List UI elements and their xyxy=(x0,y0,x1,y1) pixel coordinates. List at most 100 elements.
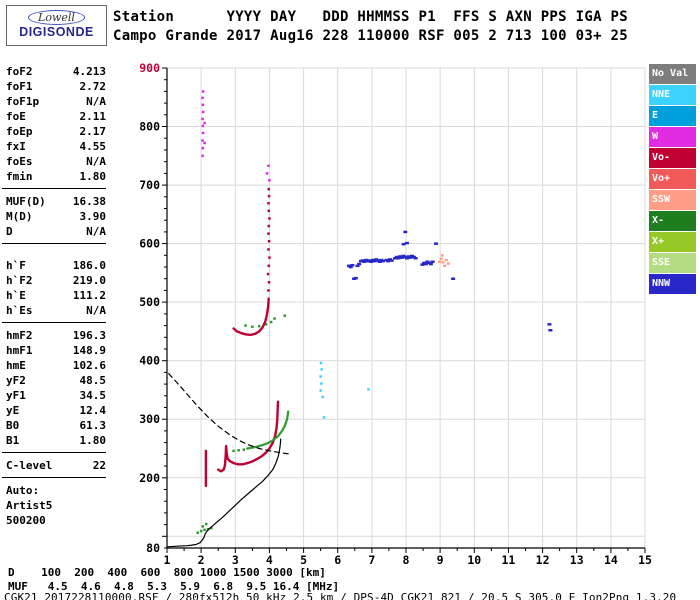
x-tick-labels: 1 2 3 4 5 6 7 8 9 10 11 12 13 14 15 xyxy=(164,553,652,567)
parameter-value: 1.80 xyxy=(79,434,107,447)
svg-text:7: 7 xyxy=(368,553,375,567)
direction-color-legend: No Val NNE E W Vo- Vo+ SSW X- X+ SSE NNW xyxy=(649,64,696,295)
legend-item-vo-: Vo- xyxy=(649,148,696,168)
svg-text:10: 10 xyxy=(467,553,481,567)
parameter-name: foF1 xyxy=(6,80,33,93)
parameter-value: 196.3 xyxy=(72,329,106,342)
parameter-row-foe: foE 2.11 xyxy=(6,109,106,124)
parameter-name: B0 xyxy=(6,419,20,432)
parameter-group-3: hmF2 196.3 hmF1 148.9 hmE 102.6 yF2 48.5 yF1 34.5… xyxy=(6,328,106,448)
parameter-row-fof1: foF1 2.72 xyxy=(6,79,106,94)
svg-text:11: 11 xyxy=(501,553,515,567)
autoscaling-info: Auto: xyxy=(6,484,40,497)
parameter-name: yE xyxy=(6,404,20,417)
separator-line xyxy=(2,477,106,478)
parameter-value: N/A xyxy=(86,304,106,317)
parameter-row-hmf2: hmF2 196.3 xyxy=(6,328,106,343)
parameter-name: fxI xyxy=(6,140,26,153)
parameter-panel: foF2 4.213 foF1 2.72 foF1p N/A foE 2.11 foEp 2.17… xyxy=(2,64,106,528)
parameter-name: foE xyxy=(6,110,26,123)
parameter-name: foF2 xyxy=(6,65,33,78)
legend-item-nne: NNE xyxy=(649,85,696,105)
parameter-name: h`F xyxy=(6,259,26,272)
parameter-name: h`F2 xyxy=(6,274,33,287)
parameter-row-yf2: yF2 48.5 xyxy=(6,373,106,388)
parameter-row-fxi: fxI 4.55 xyxy=(6,139,106,154)
parameter-row-ye: yE 12.4 xyxy=(6,403,106,418)
svg-text:2: 2 xyxy=(198,553,205,567)
autoscaling-info: Artist5 xyxy=(6,499,53,512)
trace-true-height-profile xyxy=(166,438,282,548)
parameter-value: 48.5 xyxy=(79,374,107,387)
parameter-row-hme: hmE 102.6 xyxy=(6,358,106,373)
parameter-value: 4.213 xyxy=(72,65,106,78)
svg-text:14: 14 xyxy=(604,553,618,567)
parameter-row-fof1p: foF1p N/A xyxy=(6,94,106,109)
svg-text:13: 13 xyxy=(570,553,584,567)
svg-text:4: 4 xyxy=(266,553,273,567)
trace-o-mode-trace xyxy=(204,297,280,488)
separator-line xyxy=(2,188,106,189)
parameter-value: 16.38 xyxy=(72,195,106,208)
parameter-value: 148.9 xyxy=(72,344,106,357)
parameter-value: N/A xyxy=(86,95,106,108)
parameter-value: 219.0 xyxy=(72,274,106,287)
points-ssw-scatter xyxy=(438,254,450,268)
parameter-row-foep: foEp 2.17 xyxy=(6,124,106,139)
points-nnw-spread-f xyxy=(347,230,553,332)
muf-scale-row: MUF 4.5 4.6 4.8 5.3 5.9 6.8 9.5 16.4 [MH… xyxy=(8,580,340,593)
parameter-name: h`Es xyxy=(6,304,33,317)
parameter-value: 111.2 xyxy=(72,289,106,302)
legend-item-nnw: NNW xyxy=(649,274,696,294)
autoscaling-info: 500200 xyxy=(6,514,46,527)
svg-text:3: 3 xyxy=(232,553,239,567)
logo-lowell-text: Lowell xyxy=(28,10,85,25)
parameter-group-0: foF2 4.213 foF1 2.72 foF1p N/A foE 2.11 foEp 2.17… xyxy=(6,64,106,184)
footer-info: CGK21_2017228110000.RSF / 280fx512h 50 k… xyxy=(4,591,677,600)
parameter-name: yF2 xyxy=(6,374,26,387)
gridlines xyxy=(166,67,646,548)
parameter-group-4: C-level 22 xyxy=(6,458,106,473)
parameter-value: 22 xyxy=(92,459,106,472)
parameter-name: foEs xyxy=(6,155,33,168)
parameter-name: hmF2 xyxy=(6,329,33,342)
parameter-row-yf1: yF1 34.5 xyxy=(6,388,106,403)
parameter-row-fmin: fmin 1.80 xyxy=(6,169,106,184)
svg-text:80: 80 xyxy=(146,541,160,555)
parameter-row-foes: foEs N/A xyxy=(6,154,106,169)
svg-text:600: 600 xyxy=(139,237,160,251)
distance-scale-row: D 100 200 400 600 800 1000 1500 3000 [km… xyxy=(8,566,326,579)
parameter-row-md: M(D) 3.90 xyxy=(6,209,106,224)
header-field-names: Station YYYY DAY DDD HHMMSS P1 FFS S AXN… xyxy=(113,9,628,25)
legend-item-ssw: SSW xyxy=(649,190,696,210)
header-field-values: Campo Grande 2017 Aug16 228 110000 RSF 0… xyxy=(113,28,628,44)
parameter-value: 102.6 xyxy=(72,359,106,372)
parameter-row-hf2: h`F2 219.0 xyxy=(6,273,106,288)
svg-text:12: 12 xyxy=(536,553,550,567)
points-nne-scatter xyxy=(319,361,370,419)
parameter-name: yF1 xyxy=(6,389,26,402)
parameter-value: 2.72 xyxy=(79,80,107,93)
parameter-row-mufd: MUF(D) 16.38 xyxy=(6,194,106,209)
separator-line xyxy=(2,452,106,453)
svg-text:800: 800 xyxy=(139,120,160,134)
parameter-value: 61.3 xyxy=(79,419,107,432)
parameter-name: fmin xyxy=(6,170,33,183)
svg-text:700: 700 xyxy=(139,178,160,192)
separator-line xyxy=(2,322,106,323)
parameter-name: C-level xyxy=(6,459,53,472)
parameter-name: hmF1 xyxy=(6,344,33,357)
legend-item-e: E xyxy=(649,106,696,126)
trace-transmission-curve xyxy=(168,373,289,455)
parameter-name: h`E xyxy=(6,289,26,302)
parameter-value: N/A xyxy=(86,155,106,168)
svg-text:8: 8 xyxy=(403,553,410,567)
parameter-value: N/A xyxy=(86,225,106,238)
parameter-row-d: D N/A xyxy=(6,224,106,239)
parameter-row-he: h`E 111.2 xyxy=(6,288,106,303)
legend-item-sse: SSE xyxy=(649,253,696,273)
svg-text:9: 9 xyxy=(437,553,444,567)
parameter-row-b1: B1 1.80 xyxy=(6,433,106,448)
y-tick-labels: 900 800 700 600 500 400 300 200 80 xyxy=(139,61,160,555)
parameter-value: 3.90 xyxy=(79,210,107,223)
